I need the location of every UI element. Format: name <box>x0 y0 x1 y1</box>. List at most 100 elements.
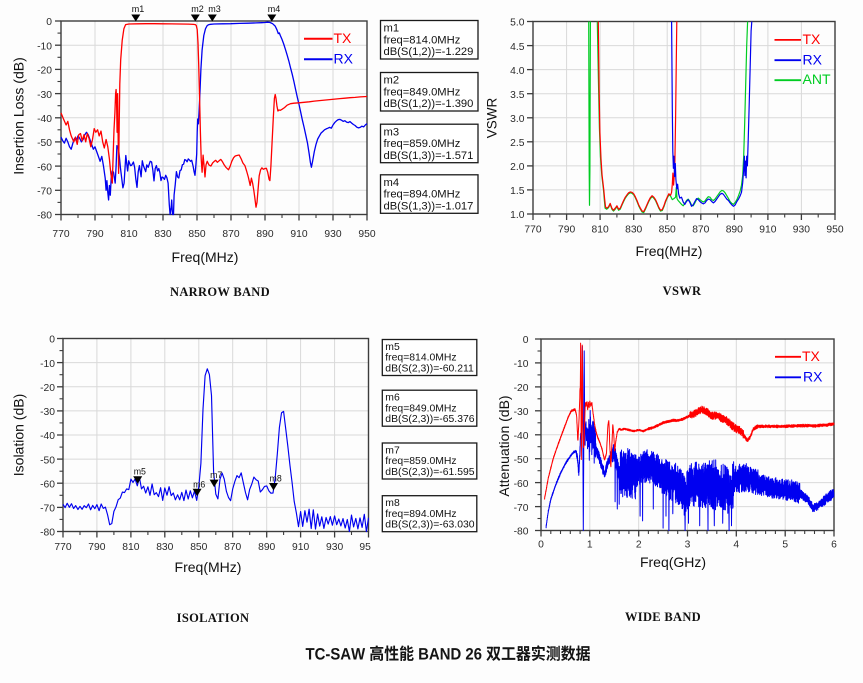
svg-text:-70: -70 <box>514 503 529 514</box>
svg-text:890: 890 <box>258 542 275 553</box>
svg-text:m6: m6 <box>385 393 400 404</box>
svg-text:-70: -70 <box>37 187 52 198</box>
svg-text:TX: TX <box>803 31 822 47</box>
svg-text:-60: -60 <box>514 479 529 490</box>
svg-text:-60: -60 <box>37 162 52 173</box>
svg-text:6: 6 <box>831 540 837 551</box>
svg-text:770: 770 <box>524 225 541 236</box>
svg-text:Insertion Loss (dB): Insertion Loss (dB) <box>11 57 27 175</box>
svg-text:930: 930 <box>793 225 810 236</box>
svg-text:0: 0 <box>46 17 52 28</box>
svg-text:850: 850 <box>188 229 205 240</box>
svg-text:-10: -10 <box>37 41 52 52</box>
svg-text:Attenuation (dB): Attenuation (dB) <box>496 395 512 496</box>
svg-text:-40: -40 <box>37 114 52 125</box>
svg-text:VSWR: VSWR <box>485 97 500 138</box>
svg-text:-50: -50 <box>514 455 529 466</box>
svg-text:-10: -10 <box>514 359 529 370</box>
svg-text:-30: -30 <box>514 407 529 418</box>
svg-text:830: 830 <box>156 542 173 553</box>
svg-text:Freq(MHz): Freq(MHz) <box>172 249 239 265</box>
svg-text:790: 790 <box>86 229 103 240</box>
svg-text:910: 910 <box>290 229 307 240</box>
svg-text:-30: -30 <box>40 407 55 418</box>
svg-text:4.0: 4.0 <box>510 66 525 77</box>
svg-text:1: 1 <box>587 540 593 551</box>
svg-text:m3: m3 <box>384 126 400 138</box>
svg-text:870: 870 <box>222 229 239 240</box>
svg-text:810: 810 <box>120 229 137 240</box>
svg-text:2.0: 2.0 <box>510 162 525 173</box>
svg-text:m5: m5 <box>385 342 400 353</box>
svg-text:m1: m1 <box>384 23 400 35</box>
svg-text:Freq(GHz): Freq(GHz) <box>640 554 706 570</box>
svg-text:830: 830 <box>154 229 171 240</box>
svg-text:freq=814.0MHz: freq=814.0MHz <box>384 34 461 46</box>
svg-text:m1: m1 <box>132 4 145 14</box>
svg-text:m3: m3 <box>208 4 221 14</box>
svg-text:RX: RX <box>803 369 823 385</box>
svg-text:4.5: 4.5 <box>510 42 525 53</box>
svg-text:WIDE BAND: WIDE BAND <box>625 610 701 624</box>
svg-text:dB(S(2,3))=-60.211: dB(S(2,3))=-60.211 <box>385 364 474 375</box>
svg-text:830: 830 <box>625 225 642 236</box>
svg-text:freq=859.0MHz: freq=859.0MHz <box>384 138 461 150</box>
svg-text:890: 890 <box>726 225 743 236</box>
svg-text:ANT: ANT <box>803 71 831 87</box>
svg-text:m2: m2 <box>384 75 400 87</box>
svg-text:-20: -20 <box>40 383 55 394</box>
svg-text:NARROW BAND: NARROW BAND <box>170 285 270 299</box>
svg-text:m8: m8 <box>385 498 400 509</box>
svg-text:-70: -70 <box>40 504 55 515</box>
svg-text:-30: -30 <box>37 90 52 101</box>
svg-text:-10: -10 <box>40 359 55 370</box>
svg-text:0: 0 <box>49 335 55 346</box>
svg-text:-60: -60 <box>40 479 55 490</box>
svg-text:dB(S(2,3))=-63.030: dB(S(2,3))=-63.030 <box>385 520 474 531</box>
svg-text:930: 930 <box>324 229 341 240</box>
svg-text:810: 810 <box>592 225 609 236</box>
svg-text:dB(S(1,2))=-1.390: dB(S(1,2))=-1.390 <box>384 98 474 110</box>
svg-text:-80: -80 <box>514 527 529 538</box>
svg-text:770: 770 <box>54 542 71 553</box>
svg-text:TX: TX <box>334 30 353 46</box>
svg-text:m8: m8 <box>270 474 282 484</box>
svg-text:RX: RX <box>803 51 823 67</box>
svg-text:freq=849.0MHz: freq=849.0MHz <box>385 403 456 414</box>
svg-text:-80: -80 <box>37 211 52 222</box>
svg-text:freq=814.0MHz: freq=814.0MHz <box>385 353 456 364</box>
svg-text:freq=859.0MHz: freq=859.0MHz <box>385 456 456 467</box>
svg-text:770: 770 <box>52 229 69 240</box>
svg-text:1.0: 1.0 <box>510 210 525 221</box>
svg-text:-20: -20 <box>514 383 529 394</box>
svg-text:3.5: 3.5 <box>510 90 525 101</box>
svg-text:5.0: 5.0 <box>510 18 525 29</box>
svg-text:dB(S(2,3))=-61.595: dB(S(2,3))=-61.595 <box>385 467 474 478</box>
svg-text:950: 950 <box>358 229 375 240</box>
svg-text:freq=894.0MHz: freq=894.0MHz <box>385 509 456 520</box>
svg-text:-80: -80 <box>40 528 55 539</box>
svg-text:910: 910 <box>759 225 776 236</box>
svg-text:890: 890 <box>256 229 273 240</box>
svg-text:-50: -50 <box>37 138 52 149</box>
svg-text:Isolation (dB): Isolation (dB) <box>11 394 27 476</box>
svg-text:-40: -40 <box>40 431 55 442</box>
svg-text:790: 790 <box>88 542 105 553</box>
svg-text:TX: TX <box>802 348 821 364</box>
svg-text:910: 910 <box>292 542 309 553</box>
svg-text:-20: -20 <box>37 66 52 77</box>
svg-text:VSWR: VSWR <box>663 284 702 298</box>
svg-text:5: 5 <box>782 540 788 551</box>
svg-text:dB(S(1,3))=-1.571: dB(S(1,3))=-1.571 <box>384 150 474 162</box>
svg-text:freq=894.0MHz: freq=894.0MHz <box>384 189 461 201</box>
svg-text:m6: m6 <box>193 479 205 489</box>
svg-text:Freq(MHz): Freq(MHz) <box>175 559 242 575</box>
svg-text:870: 870 <box>692 225 709 236</box>
svg-text:950: 950 <box>826 225 843 236</box>
svg-text:m5: m5 <box>134 467 146 477</box>
svg-text:0: 0 <box>523 335 529 346</box>
svg-text:freq=849.0MHz: freq=849.0MHz <box>384 86 461 98</box>
svg-text:3.0: 3.0 <box>510 114 525 125</box>
svg-text:dB(S(2,3))=-65.376: dB(S(2,3))=-65.376 <box>385 414 474 425</box>
svg-text:dB(S(1,3))=-1.017: dB(S(1,3))=-1.017 <box>384 200 474 212</box>
